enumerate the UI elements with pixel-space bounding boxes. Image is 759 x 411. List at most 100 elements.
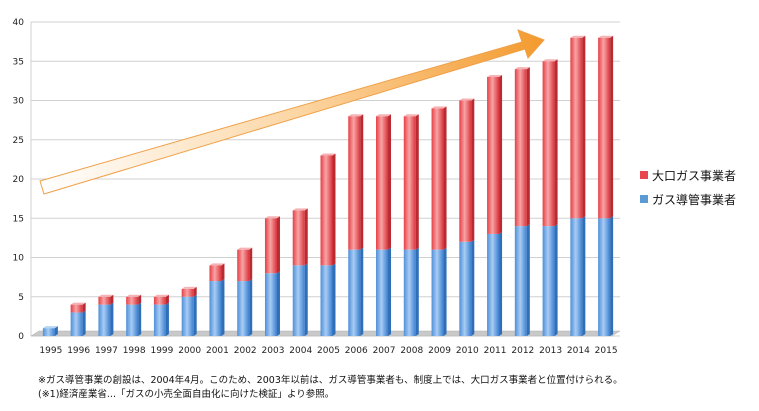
- bar-large-gas-2005: [320, 155, 333, 266]
- y-tick-label: 10: [13, 254, 25, 264]
- y-tick-label: 30: [13, 97, 25, 107]
- bar-gas-pipeline-2003: [264, 273, 277, 336]
- bar-gas-pipeline-1995: [42, 328, 55, 336]
- bar-top: [153, 294, 169, 297]
- bar-large-gas-2008: [403, 116, 416, 250]
- bar-side: [443, 247, 447, 336]
- bar-side: [165, 294, 169, 305]
- bar-side: [332, 153, 336, 266]
- x-axis-ticks: 1995 1996 1997 1998 1999 2000 2001 2002 2003 2004…: [39, 346, 617, 356]
- bar-gas-pipeline-2010: [459, 241, 472, 336]
- bar-side: [249, 247, 253, 282]
- bar-gas-pipeline-2007: [376, 249, 389, 336]
- bar-top: [292, 208, 308, 211]
- bar-large-gas-2007: [376, 116, 389, 250]
- bar-side: [221, 263, 225, 282]
- bar-large-gas-2002: [237, 249, 250, 282]
- y-tick-label: 40: [13, 18, 25, 28]
- x-tick-label: 2012: [511, 346, 534, 356]
- y-tick-label: 35: [13, 57, 24, 67]
- bar-large-gas-2014: [570, 37, 583, 219]
- bar-gas-pipeline-2006: [348, 249, 361, 336]
- bar-top: [403, 114, 419, 117]
- bar-top: [181, 286, 197, 289]
- bar-side: [304, 263, 308, 336]
- bar-large-gas-2011: [487, 76, 500, 234]
- bar-side: [554, 224, 558, 336]
- x-tick-label: 2000: [178, 346, 201, 356]
- bar-large-gas-2003: [264, 218, 277, 274]
- x-tick-label: 2013: [539, 346, 562, 356]
- bar-gas-pipeline-2012: [514, 226, 527, 336]
- bar-top: [487, 74, 503, 77]
- bar-side: [221, 279, 225, 336]
- bar-side: [138, 294, 142, 305]
- footnote-2: (※1)経済産業省...「ガスの小売全面自由化に向けた検証」より参照。: [38, 389, 335, 400]
- bar-side: [110, 302, 114, 336]
- bar-top: [459, 98, 475, 101]
- x-tick-label: 2009: [428, 346, 451, 356]
- legend-swatch: [640, 195, 648, 203]
- bar-side: [82, 310, 86, 336]
- bar-side: [276, 216, 280, 274]
- bar-side: [499, 74, 503, 234]
- bar-side: [415, 114, 419, 250]
- x-tick-label: 2014: [567, 346, 590, 356]
- bar-top: [598, 35, 614, 38]
- bars: [42, 35, 614, 336]
- bar-large-gas-1999: [153, 296, 166, 305]
- legend-label: ガス導管事業者: [652, 192, 736, 207]
- bar-top: [98, 294, 114, 297]
- bar-gas-pipeline-1997: [98, 304, 111, 336]
- bar-side: [388, 114, 392, 250]
- bar-side: [54, 326, 58, 336]
- bar-top: [376, 114, 392, 117]
- bar-gas-pipeline-2011: [487, 233, 500, 336]
- bar-large-gas-2012: [514, 69, 527, 227]
- bar-side: [165, 302, 169, 336]
- bar-top: [542, 59, 558, 62]
- bar-gas-pipeline-2001: [209, 281, 222, 336]
- bar-side: [193, 286, 197, 297]
- bar-gas-pipeline-1998: [126, 304, 139, 336]
- bar-top: [431, 106, 447, 109]
- bar-side: [110, 294, 114, 305]
- x-tick-label: 2005: [317, 346, 340, 356]
- bar-side: [610, 216, 614, 336]
- x-tick-label: 2007: [373, 346, 396, 356]
- bar-side: [193, 294, 197, 336]
- bar-gas-pipeline-1996: [70, 312, 83, 336]
- y-tick-label: 0: [18, 332, 24, 342]
- x-tick-label: 2008: [400, 346, 423, 356]
- bar-large-gas-2001: [209, 265, 222, 282]
- bar-gas-pipeline-2005: [320, 265, 333, 336]
- x-tick-label: 2004: [289, 346, 312, 356]
- x-tick-label: 1997: [95, 346, 118, 356]
- bar-gas-pipeline-2015: [598, 218, 611, 336]
- bar-side: [526, 67, 530, 227]
- legend-label: 大口ガス事業者: [652, 169, 736, 183]
- bar-side: [249, 279, 253, 336]
- bar-top: [70, 302, 86, 305]
- x-tick-label: 2003: [262, 346, 285, 356]
- bar-large-gas-2010: [459, 100, 472, 242]
- bar-gas-pipeline-2004: [292, 265, 305, 336]
- bar-large-gas-2013: [542, 61, 555, 227]
- bar-large-gas-1997: [98, 296, 111, 305]
- bar-side: [554, 59, 558, 227]
- x-tick-label: 2015: [595, 346, 618, 356]
- bar-large-gas-2009: [431, 108, 444, 250]
- trend-arrow: [39, 29, 545, 195]
- y-axis-ticks: 0 5 10 15 20 25 30 35 40: [13, 18, 25, 342]
- y-tick-label: 25: [13, 136, 24, 146]
- bar-side: [138, 302, 142, 336]
- bar-side: [499, 231, 503, 336]
- bar-large-gas-2004: [292, 210, 305, 266]
- bar-side: [526, 224, 530, 336]
- bar-top: [126, 294, 142, 297]
- y-tick-label: 15: [13, 214, 24, 224]
- x-tick-label: 2011: [484, 346, 507, 356]
- bar-side: [471, 239, 475, 336]
- x-tick-label: 1995: [39, 346, 62, 356]
